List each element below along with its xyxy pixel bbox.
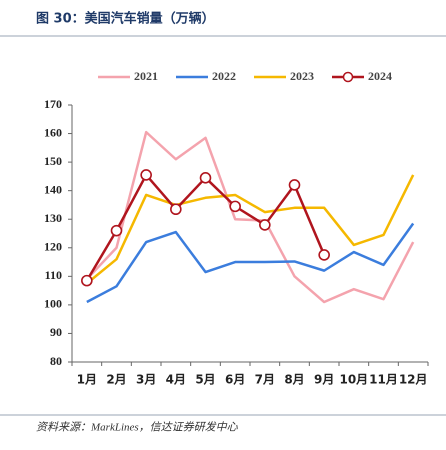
point-marker <box>140 169 152 181</box>
y-tick-label: 130 <box>44 211 62 225</box>
point-marker <box>288 179 301 191</box>
point-marker <box>199 172 212 184</box>
x-tick-label: 6月 <box>225 373 245 387</box>
y-tick-label: 140 <box>44 182 62 196</box>
x-tick-label: 2月 <box>106 373 126 387</box>
x-tick-label: 3月 <box>136 373 156 387</box>
series-line <box>85 130 415 304</box>
series-line <box>86 222 415 304</box>
x-tick-label: 8月 <box>284 373 304 387</box>
x-tick-label: 7月 <box>255 373 275 387</box>
chart-title: 图 30：美国汽车销量（万辆） <box>36 11 215 27</box>
legend-label: 2023 <box>290 69 314 83</box>
x-tick-label: 1月 <box>77 373 97 387</box>
series-line <box>86 174 415 285</box>
y-tick-label: 170 <box>44 97 62 111</box>
y-tick-label: 150 <box>44 154 62 168</box>
point-marker <box>259 219 271 231</box>
y-tick-label: 110 <box>45 268 62 282</box>
x-tick-label: 12月 <box>399 373 428 387</box>
x-tick-label: 5月 <box>195 373 215 387</box>
point-marker <box>229 200 241 213</box>
legend-label: 2022 <box>212 69 236 83</box>
y-tick-label: 120 <box>44 240 62 254</box>
x-tick-label: 11月 <box>369 373 398 387</box>
x-tick-label: 9月 <box>314 373 334 387</box>
source-note: 资料来源：MarkLines，信达证券研发中心 <box>36 421 239 434</box>
x-tick-label: 10月 <box>339 373 368 387</box>
point-marker <box>81 274 93 287</box>
x-tick-label: 4月 <box>166 373 186 387</box>
y-tick-label: 80 <box>50 354 62 368</box>
legend-marker <box>342 71 354 83</box>
y-tick-label: 100 <box>44 297 62 311</box>
y-tick-label: 90 <box>50 325 62 339</box>
point-marker <box>170 203 182 216</box>
legend-label: 2021 <box>134 69 158 83</box>
point-marker <box>110 224 123 237</box>
y-tick-label: 160 <box>44 125 62 139</box>
legend-label: 2024 <box>368 69 392 83</box>
point-marker <box>318 249 330 261</box>
